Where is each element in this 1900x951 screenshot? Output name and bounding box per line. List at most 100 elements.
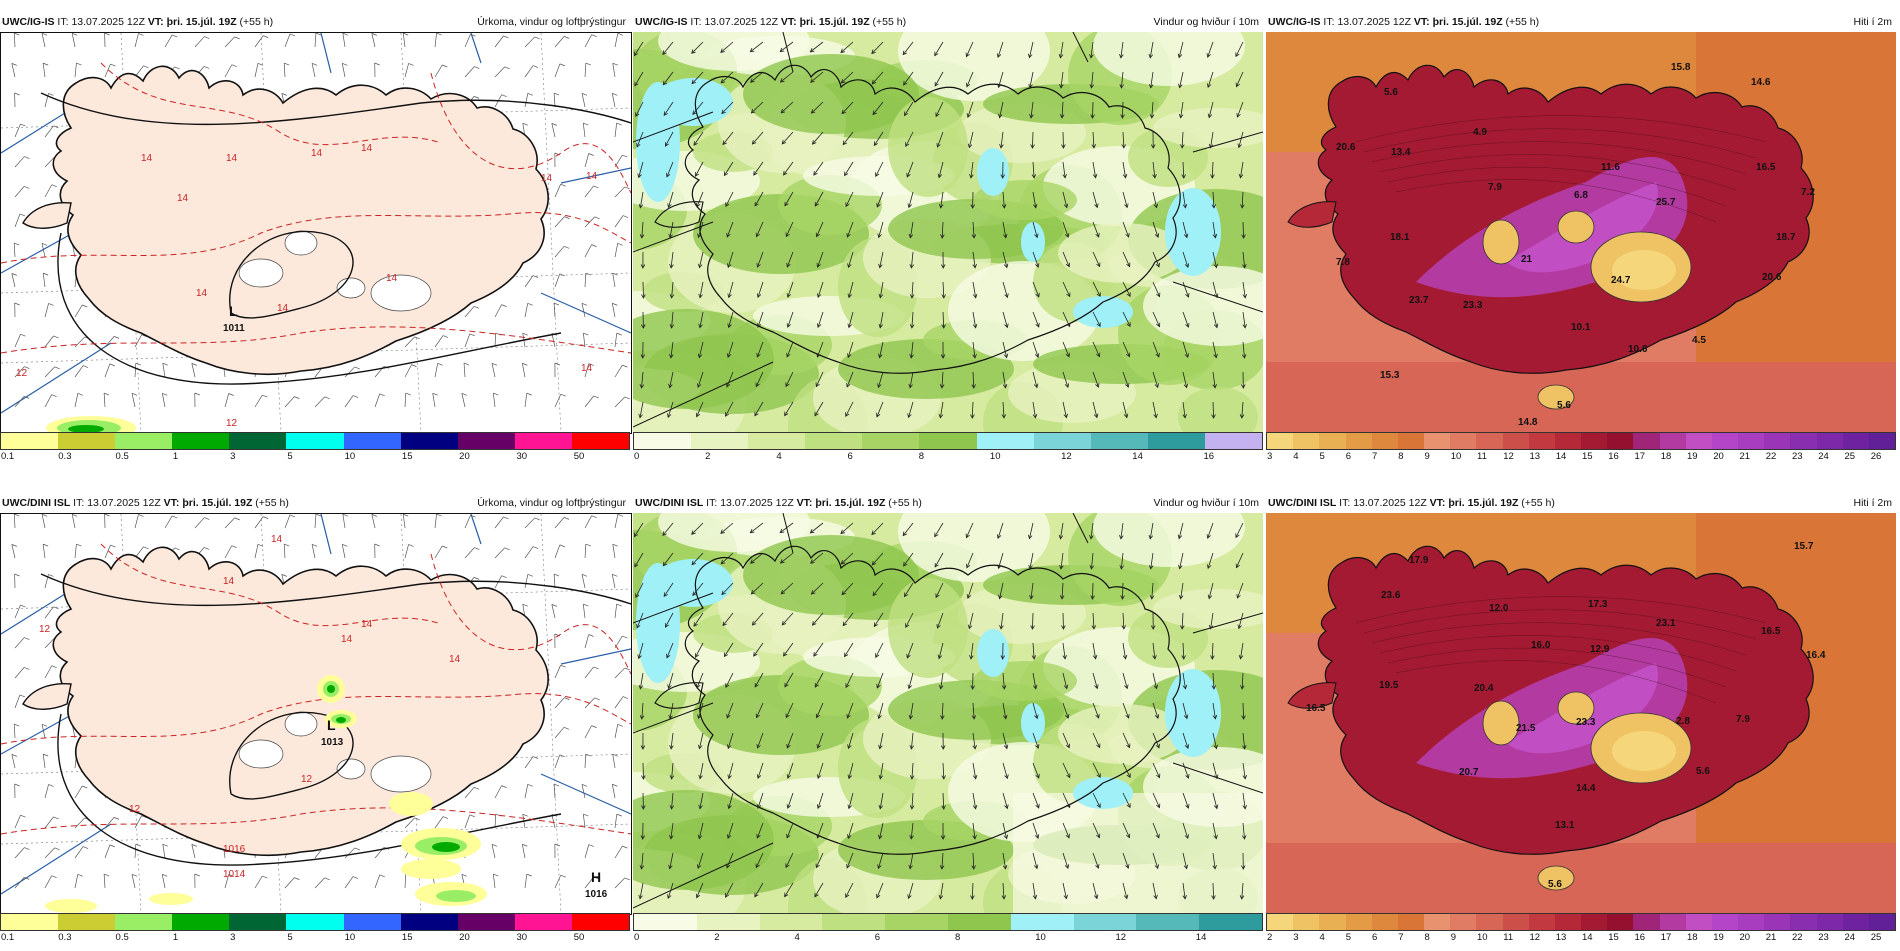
colorbar-tick-label: 20 xyxy=(1713,451,1724,462)
map-canvas xyxy=(1266,32,1896,432)
init-label: IT: xyxy=(1323,16,1334,28)
colorbar-swatch xyxy=(1686,914,1712,930)
colorbar-tick-label: 50 xyxy=(574,932,585,943)
colorbar-swatch xyxy=(748,433,805,449)
temperature-value: 15.3 xyxy=(1380,370,1399,381)
temperature-value: 15.7 xyxy=(1794,541,1813,552)
temperature-value: 12.9 xyxy=(1590,644,1609,655)
colorbar-swatch xyxy=(1503,914,1529,930)
colorbar-tick-label: 14 xyxy=(1196,932,1207,943)
temperature-value: 14.4 xyxy=(1576,783,1595,794)
panel-title: Hiti í 2m xyxy=(1853,493,1892,513)
contour-label: 14 xyxy=(271,534,282,545)
colorbar-swatch xyxy=(1607,914,1633,930)
colorbar-tick-label: 2 xyxy=(1267,932,1272,943)
colorbar xyxy=(633,913,1263,931)
colorbar-swatch xyxy=(115,433,172,449)
colorbar-swatch xyxy=(1817,914,1843,930)
panel-title: Úrkoma, vindur og loftþrýstingur xyxy=(477,12,626,32)
colorbar-tick-label: 14 xyxy=(1132,451,1143,462)
colorbar-swatch xyxy=(1199,914,1262,930)
colorbar-tick-label: 11 xyxy=(1477,451,1487,462)
valid-label: VT: xyxy=(148,16,164,28)
valid-time: þri. 15.júl. 19Z xyxy=(182,497,252,509)
colorbar-tick-label: 5 xyxy=(1320,451,1325,462)
colorbar-tick-label: 22 xyxy=(1766,451,1777,462)
colorbar-swatch xyxy=(515,433,572,449)
colorbar-tick-label: 8 xyxy=(1425,932,1430,943)
colorbar-tick-label: 20 xyxy=(459,932,470,943)
colorbar-swatch xyxy=(1633,433,1659,449)
panel-run-info: UWC/IG-IS IT: 13.07.2025 12Z VT: þri. 15… xyxy=(635,12,906,32)
colorbar-tick-label: 26 xyxy=(1871,451,1882,462)
colorbar-swatch xyxy=(1660,914,1686,930)
panel-run-info: UWC/DINI ISL IT: 13.07.2025 12Z VT: þri.… xyxy=(635,493,922,513)
colorbar-swatch xyxy=(401,433,458,449)
temperature-value: 14.6 xyxy=(1751,77,1770,88)
colorbar-tick-label: 5 xyxy=(1346,932,1351,943)
contour-label: 14 xyxy=(277,303,288,314)
contour-label: 14 xyxy=(586,171,597,182)
contour-label: 14 xyxy=(196,288,207,299)
colorbar-swatch xyxy=(515,914,572,930)
colorbar-tick-label: 17 xyxy=(1661,932,1672,943)
colorbar-swatch xyxy=(1790,914,1816,930)
colorbar-tick-label: 2 xyxy=(705,451,710,462)
colorbar-tick-label: 4 xyxy=(795,932,800,943)
valid-time: þri. 15.júl. 19Z xyxy=(800,16,870,28)
temperature-value: 16.4 xyxy=(1806,650,1825,661)
colorbar-tick-label: 10 xyxy=(1477,932,1488,943)
colorbar-tick-label: 10 xyxy=(1451,451,1462,462)
colorbar-swatch xyxy=(1660,433,1686,449)
colorbar-tick-label: 3 xyxy=(1267,451,1272,462)
colorbar-tick-label: 15 xyxy=(402,932,413,943)
temperature-value: 13.4 xyxy=(1391,147,1410,158)
colorbar-tick-label: 6 xyxy=(1372,932,1377,943)
temperature-value: 16.5 xyxy=(1306,703,1325,714)
colorbar-swatch xyxy=(1712,914,1738,930)
contour-label: 14 xyxy=(361,143,372,154)
colorbar-swatch xyxy=(760,914,823,930)
colorbar-tick-label: 5 xyxy=(287,932,292,943)
colorbar-swatch xyxy=(1091,433,1148,449)
contour-label: 1016 xyxy=(223,844,245,855)
init-label: IT: xyxy=(1339,497,1350,509)
temperature-value: 21 xyxy=(1521,254,1532,265)
colorbar-tick-label: 16 xyxy=(1635,932,1646,943)
colorbar xyxy=(0,432,630,450)
temperature-value: 18.7 xyxy=(1776,232,1795,243)
colorbar-swatch xyxy=(1633,914,1659,930)
model-name: UWC/IG-IS xyxy=(1268,16,1321,28)
colorbar-tick-label: 19 xyxy=(1687,451,1698,462)
temperature-value: 14.8 xyxy=(1518,417,1537,428)
map-canvas xyxy=(633,513,1263,913)
contour-label: 14 xyxy=(361,619,372,630)
colorbar-swatch xyxy=(115,914,172,930)
init-time: 13.07.2025 12Z xyxy=(1337,16,1411,28)
temperature-value: 16.5 xyxy=(1756,162,1775,173)
contour-label: 14 xyxy=(449,654,460,665)
colorbar-swatch xyxy=(1764,914,1790,930)
colorbar-tick-label: 4 xyxy=(776,451,781,462)
panel-header: UWC/DINI ISL IT: 13.07.2025 12Z VT: þri.… xyxy=(0,493,630,513)
colorbar-swatch xyxy=(977,433,1034,449)
temperature-value: 25.7 xyxy=(1656,197,1675,208)
temperature-value: 7.2 xyxy=(1801,187,1815,198)
colorbar-swatch xyxy=(1764,433,1790,449)
model-name: UWC/DINI ISL xyxy=(2,497,70,509)
colorbar-tick-label: 0.1 xyxy=(1,932,14,943)
contour-label: 14 xyxy=(223,576,234,587)
colorbar-swatch xyxy=(697,914,760,930)
colorbar-swatch xyxy=(572,914,629,930)
colorbar-swatch xyxy=(1424,433,1450,449)
map-area xyxy=(633,32,1263,432)
colorbar-swatch xyxy=(1581,433,1607,449)
colorbar-swatch xyxy=(229,914,286,930)
lead-time: (+55 h) xyxy=(873,16,907,28)
colorbar-swatch xyxy=(1529,914,1555,930)
colorbar-tick-label: 11 xyxy=(1503,932,1513,943)
temperature-value: 2.8 xyxy=(1676,716,1690,727)
